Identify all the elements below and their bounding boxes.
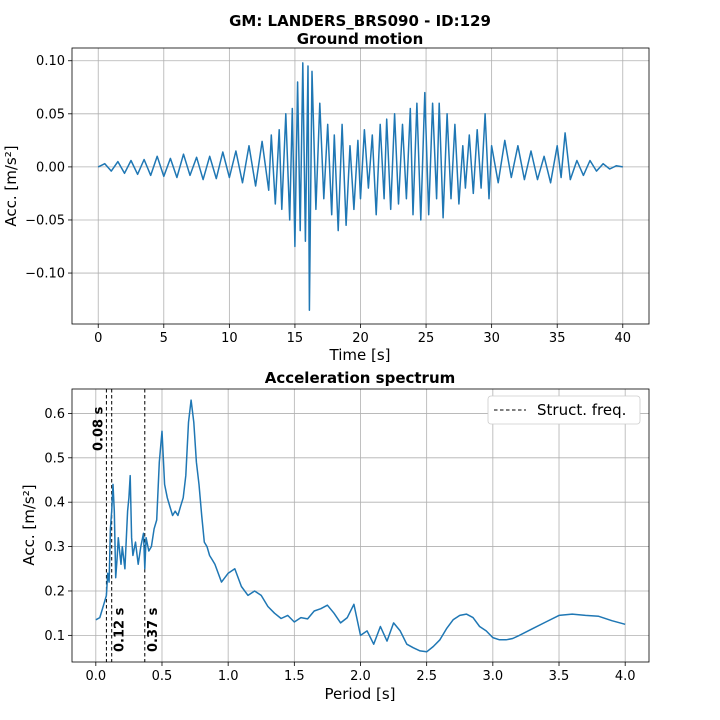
legend-box	[487, 395, 641, 425]
ground-motion-ytick-label: −0.05	[25, 213, 65, 228]
ground-motion-ytick-label: −0.10	[25, 267, 65, 282]
ground-motion-xtick-label: 10	[221, 331, 238, 346]
spectrum-ytick-label: 0.2	[44, 584, 65, 599]
spectrum-ytick-label: 0.6	[44, 407, 65, 422]
spectrum-ytick-label: 0.3	[44, 540, 65, 555]
spectrum-xtick-label: 3.0	[482, 669, 503, 684]
ground-motion-ytick-label: 0.10	[36, 54, 65, 69]
ground-motion-xtick-label: 20	[352, 331, 369, 346]
spectrum-xtick-label: 2.0	[350, 669, 371, 684]
struct-freq-label: 0.12 s	[113, 607, 128, 652]
spectrum-xlabel: Period [s]	[324, 685, 395, 703]
ground-motion-xtick-label: 40	[614, 331, 631, 346]
ground-motion-xtick-label: 0	[94, 331, 102, 346]
ground-motion-ytick-label: 0.00	[36, 160, 65, 175]
ground-motion-xtick-label: 30	[483, 331, 500, 346]
ground-motion-xtick-label: 5	[160, 331, 168, 346]
spectrum-xtick-label: 1.0	[218, 669, 239, 684]
spectrum-ylabel: Acc. [m/s²]	[20, 484, 38, 565]
spectrum-panel: Acceleration spectrum 0.08 s 0.12 s 0.37 s…	[20, 369, 650, 703]
spectrum-xtick-label: 0.5	[152, 669, 173, 684]
spectrum-ytick-label: 0.4	[44, 496, 65, 511]
legend: Struct. freq.	[487, 395, 641, 425]
ground-motion-xtick-label: 25	[418, 331, 435, 346]
spectrum-ytick-label: 0.1	[44, 629, 65, 644]
ground-motion-xlabel: Time [s]	[329, 346, 391, 364]
ground-motion-series-line	[97, 62, 623, 311]
struct-freq-label: 0.37 s	[146, 607, 161, 652]
ground-motion-ylabel: Acc. [m/s²]	[2, 145, 20, 226]
ground-motion-panel: Ground motion 0 5 10 15 20 25 30 35 40 −0.10 −0.0…	[2, 30, 650, 364]
spectrum-title: Acceleration spectrum	[265, 369, 456, 387]
spectrum-xtick-label: 0.0	[85, 669, 106, 684]
spectrum-ytick-label: 0.5	[44, 451, 65, 466]
legend-entry-struct-freq: Struct. freq.	[537, 401, 626, 419]
spectrum-series-line	[95, 399, 626, 653]
ground-motion-xtick-label: 15	[287, 331, 304, 346]
figure-suptitle: GM: LANDERS_BRS090 - ID:129	[229, 12, 491, 30]
spectrum-xtick-label: 2.5	[416, 669, 437, 684]
ground-motion-ytick-label: 0.05	[36, 107, 65, 122]
ground-motion-xtick-label: 35	[549, 331, 566, 346]
struct-freq-label: 0.08 s	[91, 406, 106, 451]
spectrum-xtick-label: 4.0	[615, 669, 636, 684]
spectrum-xtick-label: 1.5	[284, 669, 305, 684]
spectrum-xtick-label: 3.5	[549, 669, 570, 684]
ground-motion-title: Ground motion	[297, 30, 424, 48]
